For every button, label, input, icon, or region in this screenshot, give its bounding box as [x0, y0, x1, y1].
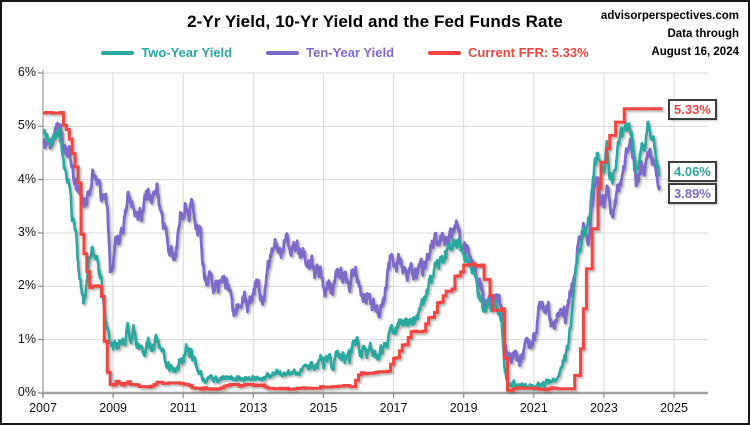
x-axis-label: 2023 — [589, 401, 618, 415]
legend-line-two-year-icon — [101, 50, 135, 55]
x-axis-label: 2013 — [239, 401, 268, 415]
page-title: 2-Yr Yield, 10-Yr Yield and the Fed Fund… — [187, 12, 563, 31]
source-date: August 16, 2024 — [651, 46, 739, 58]
y-axis-label: 1% — [17, 331, 36, 346]
y-axis-label: 3% — [17, 225, 36, 239]
x-axis-label: 2011 — [169, 401, 197, 415]
callout-two-year: 4.06% — [668, 161, 717, 182]
y-axis-label: 6% — [17, 65, 36, 79]
y-axis-label: 5% — [17, 118, 36, 133]
x-axis-label: 2025 — [660, 401, 688, 415]
legend-item-ten-year: Ten-Year Yield — [266, 45, 394, 60]
source-site: advisorperspectives.com — [600, 10, 739, 22]
legend-label-two-year: Two-Year Yield — [141, 45, 233, 60]
y-axis-label: 2% — [17, 278, 36, 293]
x-axis-label: 2021 — [519, 401, 548, 415]
x-axis-label: 2015 — [309, 401, 338, 415]
source-attribution: advisorperspectives.com Data through Aug… — [601, 7, 739, 61]
callout-ten-year: 3.89% — [668, 183, 717, 204]
legend-item-two-year: Two-Year Yield — [101, 45, 232, 60]
callout-ffr: 5.33% — [668, 99, 717, 120]
legend-line-ffr-icon — [428, 50, 462, 55]
x-axis-label: 2019 — [449, 401, 478, 415]
chart-legend: Two-Year Yield Ten-Year Yield Current FF… — [2, 45, 688, 60]
y-axis-label: 0% — [17, 385, 36, 399]
legend-item-ffr: Current FFR: 5.33% — [428, 45, 589, 60]
x-axis-label: 2009 — [99, 401, 128, 415]
y-axis-label: 4% — [17, 171, 36, 186]
legend-line-ten-year-icon — [266, 50, 300, 55]
source-data-through: Data through — [667, 28, 739, 40]
legend-label-ffr: Current FFR: 5.33% — [468, 45, 589, 60]
x-axis-label: 2017 — [379, 401, 408, 415]
legend-label-ten-year: Ten-Year Yield — [306, 45, 395, 60]
x-axis-label: 2007 — [29, 401, 57, 415]
